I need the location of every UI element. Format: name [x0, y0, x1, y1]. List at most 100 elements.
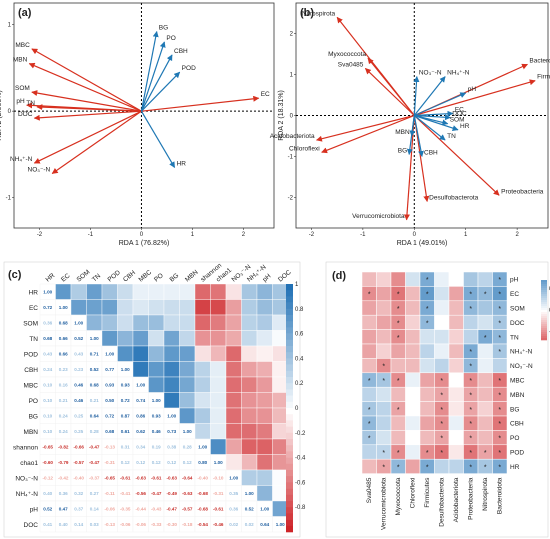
- corr-value: 0.47: [59, 507, 68, 512]
- colorbar-segment: [286, 327, 293, 334]
- corr-value: 0.12: [136, 460, 145, 465]
- col-label: CBH: [122, 269, 137, 283]
- corr-value: 0.36: [59, 491, 68, 496]
- heat-cell: [376, 329, 392, 345]
- corr-value: 0.23: [59, 367, 68, 372]
- col-label: Firmicutes: [424, 477, 431, 508]
- arrow-label: PO: [166, 35, 175, 42]
- corr-value: -0.47: [89, 460, 100, 465]
- arrow: [413, 76, 446, 116]
- corr-value: 0.52: [74, 336, 83, 341]
- corr-cell: [241, 345, 258, 362]
- corr-cell: [117, 330, 134, 347]
- corr-cell: [272, 299, 289, 316]
- significance-star: *: [397, 306, 400, 313]
- arrow: [414, 79, 536, 117]
- corr-cell: [179, 361, 196, 378]
- significance-star: *: [440, 407, 443, 414]
- x-tick-label: 1: [191, 232, 195, 238]
- corr-value: -0.18: [182, 522, 193, 527]
- corr-cell: [179, 407, 196, 424]
- colorbar-segment: [541, 286, 547, 289]
- corr-cell: [132, 299, 149, 316]
- corr-value: 0.10: [43, 414, 52, 419]
- colorbar-segment: [286, 451, 293, 458]
- corr-value: 0.28: [183, 445, 192, 450]
- colorbar-segment: [286, 482, 293, 489]
- significance-star: *: [484, 464, 487, 471]
- row-label: EC: [510, 291, 519, 298]
- corr-cell: [132, 330, 149, 347]
- heat-cell: [361, 358, 377, 374]
- arrow-label: NH₄⁺-N: [447, 70, 470, 77]
- corr-cell: [272, 330, 289, 347]
- arrow-label: Desulfobacterota: [429, 194, 479, 201]
- heat-cell: [419, 430, 435, 446]
- heat-cell: [477, 343, 493, 359]
- arrow-label: Sva0485: [338, 61, 364, 68]
- heat-cell: [405, 401, 421, 417]
- significance-star: *: [469, 407, 472, 414]
- heat-cell: [405, 458, 421, 474]
- colorbar-segment: [286, 315, 293, 322]
- corr-cell: [241, 407, 258, 424]
- colorbar-segment: [541, 332, 547, 335]
- corr-value: -0.41: [120, 491, 131, 496]
- significance-star: *: [440, 378, 443, 385]
- x-tick-label: -2: [309, 232, 315, 238]
- corr-cell: [256, 485, 273, 502]
- heat-cell: [434, 343, 450, 359]
- corr-value: -0.37: [89, 476, 100, 481]
- significance-star: *: [426, 292, 429, 299]
- arrow-label: BG: [398, 147, 407, 154]
- heat-cell: [434, 300, 450, 316]
- col-label: Verrucomicrobiota: [381, 477, 388, 530]
- row-label: HR: [29, 289, 39, 296]
- heat-cell: [361, 386, 377, 402]
- arrow-label: Proteobacteria: [501, 188, 544, 195]
- corr-cell: [272, 376, 289, 393]
- corr-value: -0.68: [198, 507, 209, 512]
- heat-cell: [361, 314, 377, 330]
- significance-star: *: [440, 421, 443, 428]
- heat-cell: [477, 358, 493, 374]
- row-label: DOC: [510, 320, 525, 327]
- significance-star: *: [469, 436, 472, 443]
- corr-cell: [163, 361, 180, 378]
- significance-star: *: [397, 320, 400, 327]
- corr-cell: [101, 314, 118, 331]
- heat-cell: [419, 415, 435, 431]
- corr-value: 0.93: [105, 383, 114, 388]
- heat-cell: [448, 343, 464, 359]
- colorbar-segment: [541, 310, 547, 313]
- arrow: [31, 48, 142, 112]
- heat-cell: [477, 372, 493, 388]
- col-label: Nitrospirota: [482, 477, 489, 511]
- corr-cell: [272, 407, 289, 424]
- corr-cell: [55, 283, 72, 300]
- corr-cell: [132, 283, 149, 300]
- colorbar-segment: [541, 290, 547, 293]
- heat-cell: [390, 386, 406, 402]
- colorbar-segment: [286, 321, 293, 328]
- row-label: TN: [510, 334, 519, 341]
- heat-cell: [376, 286, 392, 302]
- row-label: NO₃⁻-N: [510, 363, 533, 370]
- corr-cell: [132, 345, 149, 362]
- significance-star: *: [368, 421, 371, 428]
- y-tick-label: 0: [290, 114, 294, 120]
- arrow: [141, 95, 260, 112]
- heat-cell: [376, 430, 392, 446]
- colorbar-segment: [541, 304, 547, 307]
- arrow: [321, 114, 415, 154]
- colorbar-segment: [541, 288, 547, 291]
- arrow: [140, 41, 166, 112]
- colorbar-label: -0.8: [295, 505, 306, 511]
- corr-cell: [163, 283, 180, 300]
- corr-cell: [272, 283, 289, 300]
- heat-cell: [448, 372, 464, 388]
- corr-value: -0.06: [120, 522, 131, 527]
- heat-cell: [376, 343, 392, 359]
- corr-value: -0.61: [120, 476, 131, 481]
- corr-value: 0.93: [121, 383, 130, 388]
